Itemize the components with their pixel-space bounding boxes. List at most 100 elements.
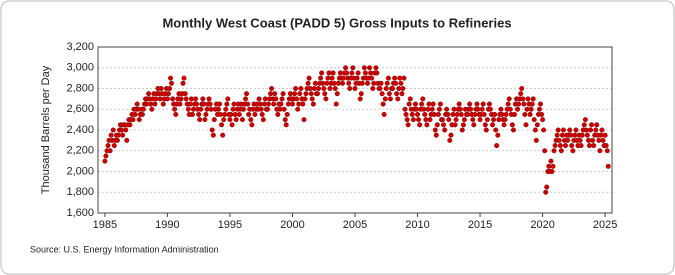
point xyxy=(551,148,557,154)
point xyxy=(127,122,133,128)
point xyxy=(319,70,325,76)
point xyxy=(499,111,505,117)
point xyxy=(523,122,529,128)
point xyxy=(245,101,251,107)
x-tick-label: 1985 xyxy=(93,219,117,231)
point xyxy=(421,106,427,112)
point xyxy=(542,148,548,154)
point xyxy=(487,106,493,112)
point xyxy=(516,101,522,107)
point xyxy=(215,106,221,112)
point xyxy=(110,127,116,133)
point xyxy=(596,137,602,143)
point xyxy=(233,117,239,123)
point xyxy=(556,137,562,143)
point xyxy=(392,75,398,81)
point xyxy=(470,117,476,123)
y-tick-label: 1,600 xyxy=(66,207,94,219)
point xyxy=(369,75,375,81)
point xyxy=(371,80,377,86)
point xyxy=(558,148,564,154)
point xyxy=(557,143,563,149)
point xyxy=(223,106,229,112)
point xyxy=(515,106,521,112)
point xyxy=(208,106,214,112)
point xyxy=(468,106,474,112)
point xyxy=(559,132,565,138)
point xyxy=(398,80,404,86)
point xyxy=(591,143,597,149)
point xyxy=(524,106,530,112)
point xyxy=(103,153,109,159)
point xyxy=(231,101,237,107)
point xyxy=(157,96,163,102)
point xyxy=(265,101,271,107)
point xyxy=(228,111,234,117)
point xyxy=(367,65,373,71)
point xyxy=(491,117,497,123)
point xyxy=(181,75,187,81)
point xyxy=(207,101,213,107)
point xyxy=(309,96,315,102)
point xyxy=(475,106,481,112)
point xyxy=(119,127,125,133)
point xyxy=(130,117,136,123)
point xyxy=(494,143,500,149)
point xyxy=(269,85,275,91)
y-tick-label: 1,800 xyxy=(66,186,94,198)
point xyxy=(160,101,166,107)
point xyxy=(281,106,287,112)
point xyxy=(244,91,250,97)
point xyxy=(427,117,433,123)
point xyxy=(401,75,407,81)
point xyxy=(471,122,477,128)
point xyxy=(586,143,592,149)
point xyxy=(381,111,387,117)
point xyxy=(382,96,388,102)
point xyxy=(339,80,345,86)
point xyxy=(284,111,290,117)
point xyxy=(308,91,314,97)
point xyxy=(271,101,277,107)
point xyxy=(257,101,263,107)
point xyxy=(481,111,487,117)
point xyxy=(358,91,364,97)
point xyxy=(534,122,540,128)
point xyxy=(185,106,191,112)
point xyxy=(314,91,320,97)
point xyxy=(225,96,231,102)
point xyxy=(482,122,488,128)
point xyxy=(393,80,399,86)
point xyxy=(486,101,492,107)
point xyxy=(188,96,194,102)
y-tick-label: 2,400 xyxy=(66,124,94,136)
point xyxy=(522,111,528,117)
point xyxy=(493,127,499,133)
point xyxy=(350,65,356,71)
point xyxy=(190,106,196,112)
point xyxy=(579,132,585,138)
point xyxy=(230,106,236,112)
point xyxy=(529,101,535,107)
point xyxy=(327,85,333,91)
point xyxy=(259,111,265,117)
point xyxy=(589,122,595,128)
point xyxy=(569,143,575,149)
point xyxy=(300,101,306,107)
point xyxy=(530,96,536,102)
point xyxy=(172,106,178,112)
point xyxy=(415,111,421,117)
point xyxy=(357,96,363,102)
point xyxy=(507,106,513,112)
point xyxy=(555,127,561,133)
point xyxy=(370,85,376,91)
point xyxy=(447,137,453,143)
point xyxy=(140,106,146,112)
point xyxy=(123,127,129,133)
point xyxy=(252,111,258,117)
point xyxy=(423,117,429,123)
point xyxy=(320,80,326,86)
point xyxy=(264,106,270,112)
point xyxy=(540,117,546,123)
point xyxy=(111,143,117,149)
